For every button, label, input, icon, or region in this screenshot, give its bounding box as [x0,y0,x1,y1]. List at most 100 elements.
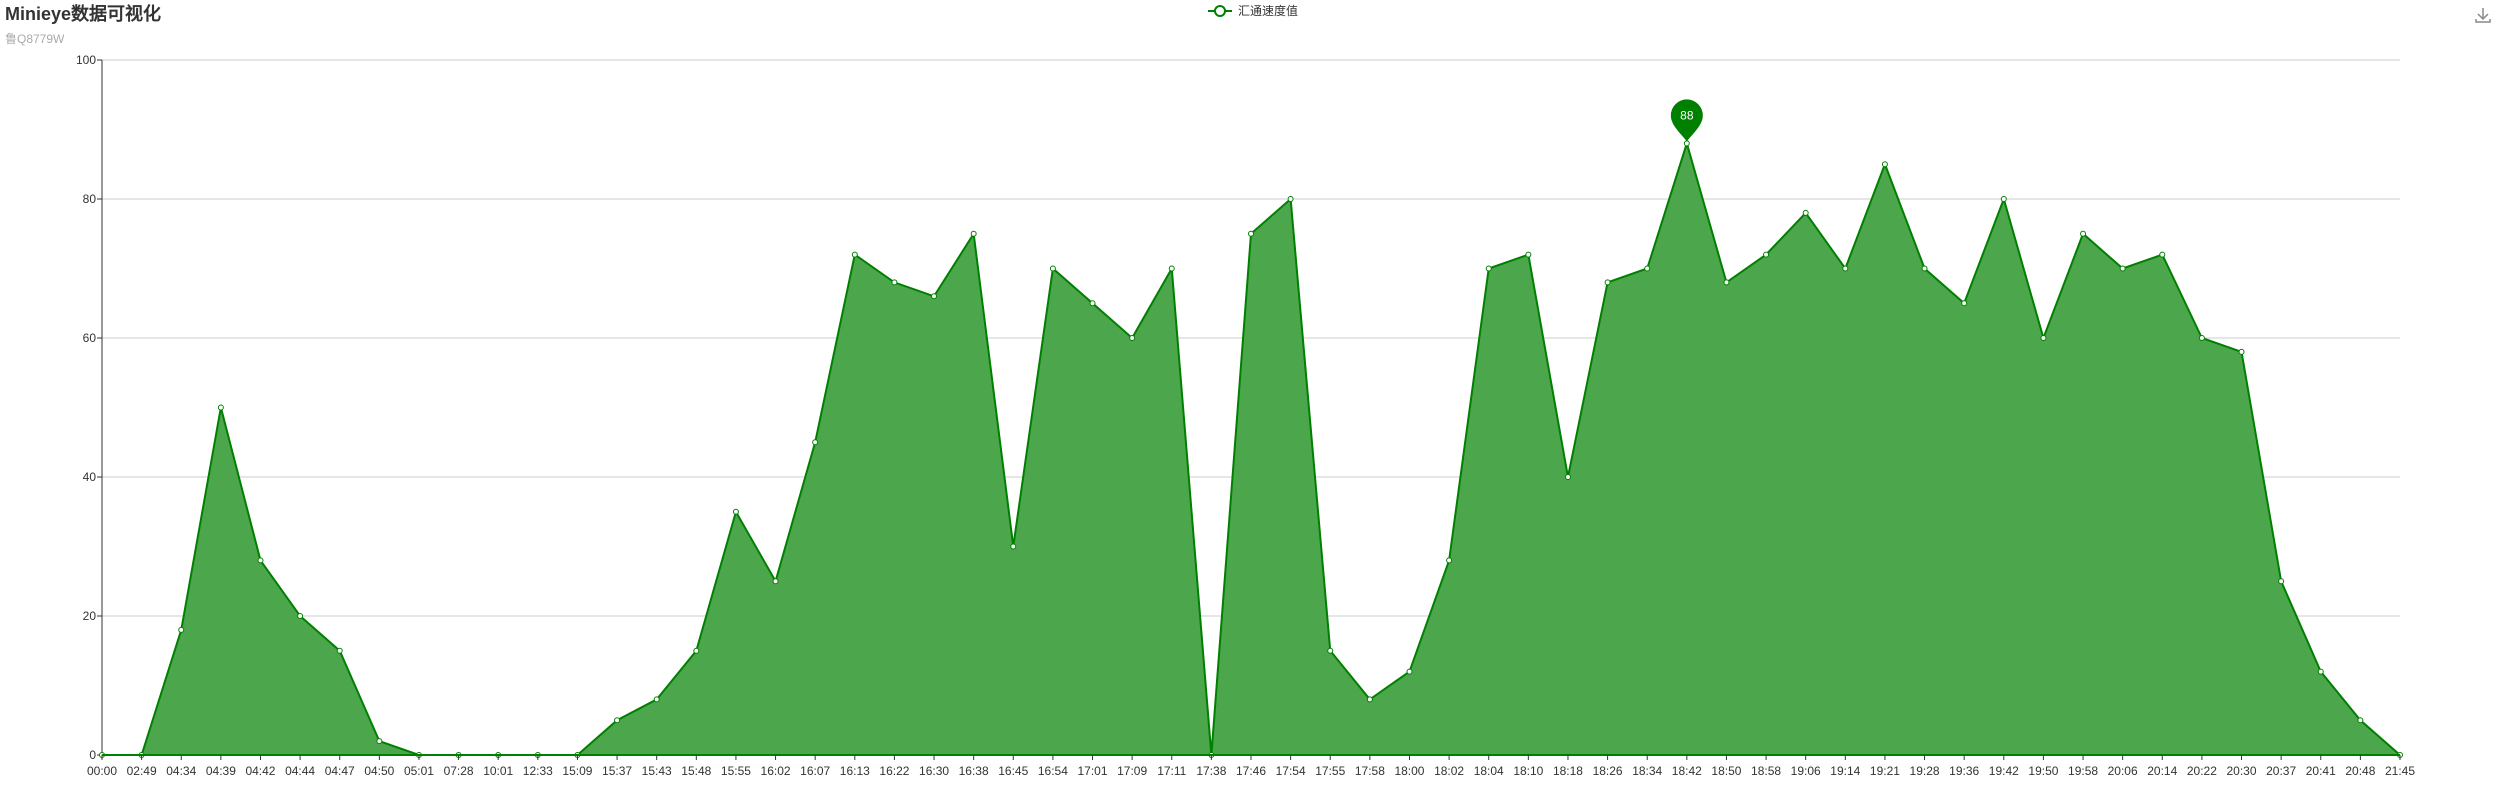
x-tick-label: 20:06 [2108,764,2138,778]
x-tick-label: 20:48 [2345,764,2375,778]
max-mark-label: 88 [1680,108,1694,122]
x-tick-label: 18:04 [1474,764,1504,778]
download-button[interactable] [2474,6,2492,29]
y-tick-label: 100 [76,53,96,67]
x-tick-label: 19:28 [1910,764,1940,778]
x-tick-label: 18:42 [1672,764,1702,778]
x-tick-label: 18:18 [1553,764,1583,778]
x-tick-label: 17:09 [1117,764,1147,778]
legend-item-speed[interactable]: 汇通速度值 [1208,2,1298,19]
x-tick-label: 10:01 [483,764,513,778]
x-tick-label: 16:45 [998,764,1028,778]
x-tick-label: 20:41 [2306,764,2336,778]
x-tick-label: 20:30 [2227,764,2257,778]
x-tick-label: 20:14 [2147,764,2177,778]
x-tick-label: 18:26 [1593,764,1623,778]
x-tick-label: 16:07 [800,764,830,778]
data-point [1406,668,1413,675]
data-point [2317,668,2324,675]
x-tick-label: 19:50 [2028,764,2058,778]
x-tick-label: 18:58 [1751,764,1781,778]
data-point [1525,251,1532,258]
y-tick-label: 80 [83,192,97,206]
x-tick-label: 04:42 [245,764,275,778]
x-tick-label: 15:55 [721,764,751,778]
series-area [102,143,2400,755]
x-tick-label: 16:30 [919,764,949,778]
x-tick-label: 21:45 [2385,764,2415,778]
x-tick-label: 17:01 [1078,764,1108,778]
x-tick-label: 20:22 [2187,764,2217,778]
x-tick-label: 17:38 [1196,764,1226,778]
data-point [1683,140,1690,147]
x-tick-label: 18:10 [1513,764,1543,778]
x-tick-label: 04:50 [364,764,394,778]
x-tick-label: 16:54 [1038,764,1068,778]
data-point [693,647,700,654]
x-tick-label: 16:22 [879,764,909,778]
data-point [1921,265,1928,272]
data-point [1723,279,1730,286]
x-tick-label: 04:34 [166,764,196,778]
data-point [851,251,858,258]
x-tick-label: 04:44 [285,764,315,778]
x-tick-label: 16:13 [840,764,870,778]
data-point [2080,230,2087,237]
data-point [1446,557,1453,564]
data-point [1089,300,1096,307]
data-point [2198,335,2205,341]
x-tick-label: 15:48 [681,764,711,778]
data-point [2238,348,2245,355]
x-tick-label: 19:21 [1870,764,1900,778]
x-tick-label: 02:49 [127,764,157,778]
x-tick-label: 18:50 [1711,764,1741,778]
data-point [1604,279,1611,286]
x-tick-label: 15:09 [562,764,592,778]
data-point [614,717,621,724]
data-point [772,578,779,585]
data-point [653,696,660,703]
data-point [1961,300,1968,307]
data-point [1129,335,1136,341]
max-mark-pin [1670,99,1703,142]
data-point [2357,717,2364,724]
x-tick-label: 19:06 [1791,764,1821,778]
data-point [2040,335,2047,341]
x-tick-label: 15:43 [642,764,672,778]
x-tick-label: 19:14 [1830,764,1860,778]
download-icon [2475,8,2491,23]
y-tick-label: 40 [83,470,97,484]
data-point [376,738,383,745]
x-tick-label: 19:58 [2068,764,2098,778]
x-tick-label: 16:38 [959,764,989,778]
data-point [1485,265,1492,272]
data-point [1168,265,1175,272]
x-tick-label: 07:28 [444,764,474,778]
x-tick-label: 18:00 [1394,764,1424,778]
legend-label: 汇通速度值 [1238,4,1299,18]
x-tick-label: 17:11 [1157,764,1186,778]
x-tick-label: 17:58 [1355,764,1385,778]
data-point [2119,265,2126,272]
x-tick-label: 18:02 [1434,764,1464,778]
x-tick-label: 19:42 [1989,764,2019,778]
x-tick-label: 17:46 [1236,764,1266,778]
data-point [1842,265,1849,272]
data-point [812,439,819,446]
data-point [1248,230,1254,237]
x-tick-label: 00:00 [87,764,117,778]
data-point [217,404,224,411]
x-tick-label: 18:34 [1632,764,1662,778]
x-tick-label: 20:37 [2266,764,2296,778]
data-point [1763,251,1770,258]
data-point [1644,265,1651,272]
data-point [891,279,898,286]
x-tick-label: 17:55 [1315,764,1345,778]
data-point [1564,474,1571,480]
data-point [1010,543,1017,550]
x-tick-label: 19:36 [1949,764,1979,778]
x-tick-label: 04:39 [206,764,236,778]
data-point [2278,578,2285,585]
y-tick-label: 0 [89,748,96,762]
